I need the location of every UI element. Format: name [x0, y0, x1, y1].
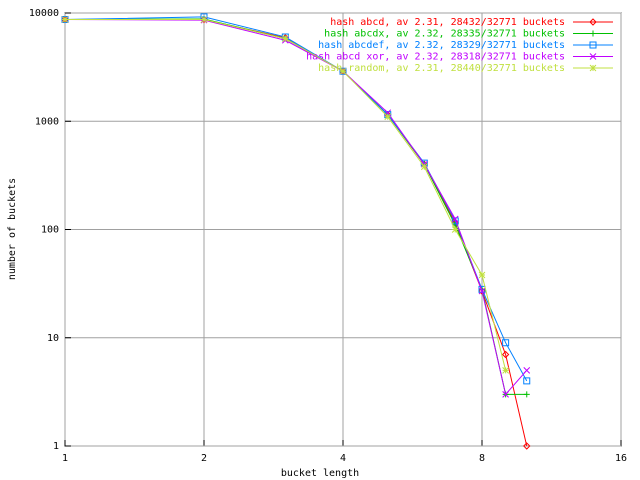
y-tick-label: 10000 [29, 8, 59, 19]
x-axis-label: bucket length [281, 468, 359, 479]
point-marker [523, 442, 531, 450]
y-tick-label: 100 [41, 225, 59, 236]
point-marker [589, 41, 597, 49]
y-axis-label: number of buckets [7, 178, 18, 280]
point-marker [451, 226, 459, 233]
legend-label: hash abcdef, av 2.32, 28329/32771 bucket… [318, 40, 565, 51]
point-marker [502, 339, 510, 347]
point-marker [384, 113, 392, 121]
x-tick-label: 16 [615, 453, 627, 464]
legend-label: hash random, av 2.31, 28440/32771 bucket… [318, 63, 565, 74]
y-tick-label: 1000 [35, 116, 59, 127]
point-marker [61, 16, 69, 23]
point-marker [478, 285, 486, 293]
point-marker [502, 390, 509, 398]
y-tick-label: 1 [53, 441, 59, 452]
point-marker [200, 16, 208, 23]
x-tick-label: 2 [201, 453, 207, 464]
point-marker [478, 271, 486, 279]
y-tick-label: 10 [47, 333, 59, 344]
legend-label: hash abcdx, av 2.32, 28335/32771 buckets [324, 29, 565, 40]
point-marker [589, 64, 597, 72]
point-marker [478, 287, 486, 295]
point-marker [589, 18, 597, 26]
point-marker [502, 366, 509, 374]
legend-label: hash abcd xor, av 2.32, 28318/32771 buck… [306, 52, 565, 63]
series-line [64, 19, 528, 396]
point-marker [523, 391, 530, 398]
x-tick-label: 4 [340, 453, 346, 464]
point-marker [523, 366, 531, 374]
point-marker [281, 35, 289, 42]
point-marker [523, 377, 531, 385]
point-marker [451, 215, 459, 223]
point-marker [420, 163, 428, 171]
point-marker [590, 30, 596, 37]
point-marker [501, 350, 510, 359]
x-tick-label: 8 [479, 453, 485, 464]
legend-label: hash abcd, av 2.31, 28432/32771 buckets [330, 17, 565, 28]
point-marker [589, 53, 597, 60]
point-marker [339, 67, 347, 75]
point-marker [478, 287, 486, 295]
x-tick-label: 1 [62, 453, 68, 464]
